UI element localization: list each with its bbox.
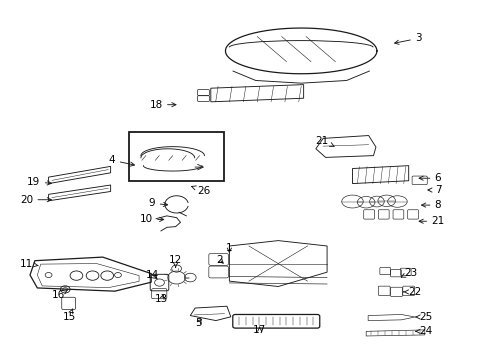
Text: 21: 21 bbox=[419, 216, 444, 226]
Text: 23: 23 bbox=[401, 267, 418, 278]
Text: 7: 7 bbox=[428, 185, 441, 195]
Text: 6: 6 bbox=[419, 173, 441, 183]
Text: 4: 4 bbox=[109, 155, 134, 166]
Text: 13: 13 bbox=[155, 294, 169, 304]
Text: 9: 9 bbox=[149, 198, 168, 208]
Text: 24: 24 bbox=[416, 326, 432, 336]
Text: 2: 2 bbox=[216, 255, 223, 265]
Text: 11: 11 bbox=[20, 258, 38, 269]
Text: 16: 16 bbox=[52, 289, 68, 301]
Text: 12: 12 bbox=[169, 255, 182, 267]
Text: 26: 26 bbox=[192, 186, 210, 196]
Text: 21: 21 bbox=[316, 136, 334, 147]
Text: 18: 18 bbox=[149, 100, 176, 110]
Text: 25: 25 bbox=[416, 312, 432, 322]
Text: 3: 3 bbox=[394, 33, 422, 44]
Text: 17: 17 bbox=[253, 325, 266, 335]
Text: 8: 8 bbox=[421, 200, 441, 210]
Text: 22: 22 bbox=[404, 287, 422, 297]
Text: 10: 10 bbox=[140, 215, 164, 224]
Text: 5: 5 bbox=[196, 318, 202, 328]
Text: 14: 14 bbox=[146, 270, 159, 280]
Text: 15: 15 bbox=[63, 309, 76, 322]
Text: 1: 1 bbox=[226, 243, 233, 253]
Text: 20: 20 bbox=[20, 195, 51, 205]
Text: 19: 19 bbox=[27, 177, 51, 187]
